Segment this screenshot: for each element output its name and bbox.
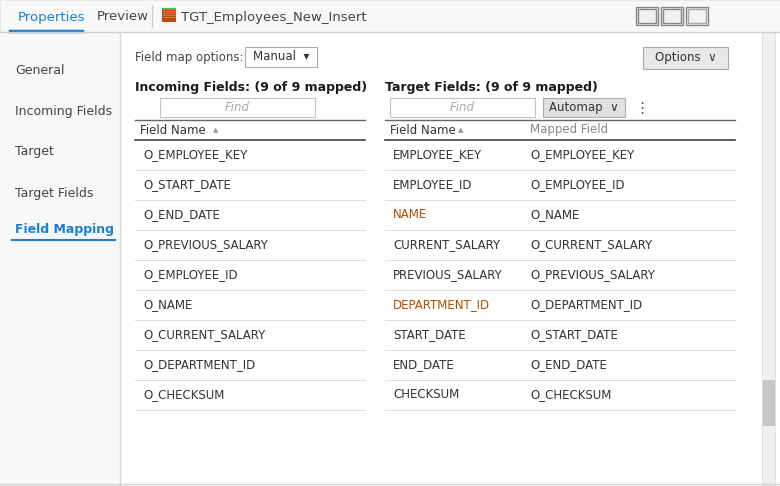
Text: EMPLOYEE_ID: EMPLOYEE_ID	[393, 178, 473, 191]
Text: DEPARTMENT_ID: DEPARTMENT_ID	[393, 298, 490, 312]
Text: Mapped Field: Mapped Field	[530, 123, 608, 137]
Bar	[0, 0, 780, 32]
Bar	[160, 98, 315, 117]
Text: O_END_DATE: O_END_DATE	[530, 359, 607, 371]
Text: Incoming Fields: (9 of 9 mapped): Incoming Fields: (9 of 9 mapped)	[135, 82, 367, 94]
Bar	[643, 47, 728, 69]
Text: Field Name: Field Name	[140, 123, 206, 137]
Text: Target: Target	[15, 145, 54, 158]
Bar	[686, 7, 708, 25]
Text: Incoming Fields: Incoming Fields	[15, 105, 112, 119]
Bar	[162, 8, 176, 22]
Text: O_DEPARTMENT_ID: O_DEPARTMENT_ID	[143, 359, 255, 371]
Text: Target Fields: (9 of 9 mapped): Target Fields: (9 of 9 mapped)	[385, 82, 598, 94]
Text: Options  ∨: Options ∨	[654, 52, 716, 65]
Bar	[688, 9, 706, 23]
Bar	[638, 9, 656, 23]
Bar	[663, 9, 681, 23]
Text: Field Mapping: Field Mapping	[15, 224, 114, 237]
Text: O_START_DATE: O_START_DATE	[143, 178, 231, 191]
Text: CURRENT_SALARY: CURRENT_SALARY	[393, 239, 500, 251]
Text: Field Name: Field Name	[390, 123, 456, 137]
Text: Manual  ▾: Manual ▾	[253, 51, 309, 64]
Text: START_DATE: START_DATE	[393, 329, 466, 342]
Text: CHECKSUM: CHECKSUM	[393, 388, 459, 401]
Text: O_EMPLOYEE_ID: O_EMPLOYEE_ID	[143, 268, 238, 281]
Text: END_DATE: END_DATE	[393, 359, 455, 371]
Text: O_CHECKSUM: O_CHECKSUM	[143, 388, 225, 401]
Text: O_EMPLOYEE_KEY: O_EMPLOYEE_KEY	[143, 149, 247, 161]
Text: TGT_Employees_New_Insert: TGT_Employees_New_Insert	[181, 11, 367, 23]
Bar	[763, 380, 774, 425]
Bar	[636, 7, 658, 25]
Text: Field map options:: Field map options:	[135, 52, 243, 65]
Text: O_PREVIOUS_SALARY: O_PREVIOUS_SALARY	[530, 268, 655, 281]
Text: ▲: ▲	[213, 127, 218, 133]
Text: O_EMPLOYEE_ID: O_EMPLOYEE_ID	[530, 178, 625, 191]
Text: Find: Find	[225, 101, 250, 114]
Text: ⋮: ⋮	[634, 101, 649, 116]
Text: O_END_DATE: O_END_DATE	[143, 208, 220, 222]
Text: Automap  ∨: Automap ∨	[549, 101, 619, 114]
Bar	[543, 98, 625, 117]
Text: O_CURRENT_SALARY: O_CURRENT_SALARY	[143, 329, 265, 342]
Text: Properties: Properties	[18, 11, 86, 23]
Text: O_NAME: O_NAME	[143, 298, 193, 312]
Text: O_START_DATE: O_START_DATE	[530, 329, 618, 342]
Bar	[245, 47, 317, 67]
Text: Find: Find	[450, 101, 475, 114]
Bar	[0, 32, 120, 486]
Bar	[390, 98, 535, 117]
Text: PREVIOUS_SALARY: PREVIOUS_SALARY	[393, 268, 503, 281]
Text: O_EMPLOYEE_KEY: O_EMPLOYEE_KEY	[530, 149, 634, 161]
Text: O_NAME: O_NAME	[530, 208, 580, 222]
Text: ▲: ▲	[458, 127, 463, 133]
Text: Target Fields: Target Fields	[15, 187, 94, 199]
Text: O_PREVIOUS_SALARY: O_PREVIOUS_SALARY	[143, 239, 268, 251]
Bar	[661, 7, 683, 25]
Text: NAME: NAME	[393, 208, 427, 222]
Text: O_CHECKSUM: O_CHECKSUM	[530, 388, 612, 401]
Text: O_DEPARTMENT_ID: O_DEPARTMENT_ID	[530, 298, 642, 312]
Text: EMPLOYEE_KEY: EMPLOYEE_KEY	[393, 149, 482, 161]
Text: General: General	[15, 64, 65, 76]
Text: Preview: Preview	[97, 11, 149, 23]
Text: O_CURRENT_SALARY: O_CURRENT_SALARY	[530, 239, 652, 251]
Bar	[762, 32, 775, 486]
